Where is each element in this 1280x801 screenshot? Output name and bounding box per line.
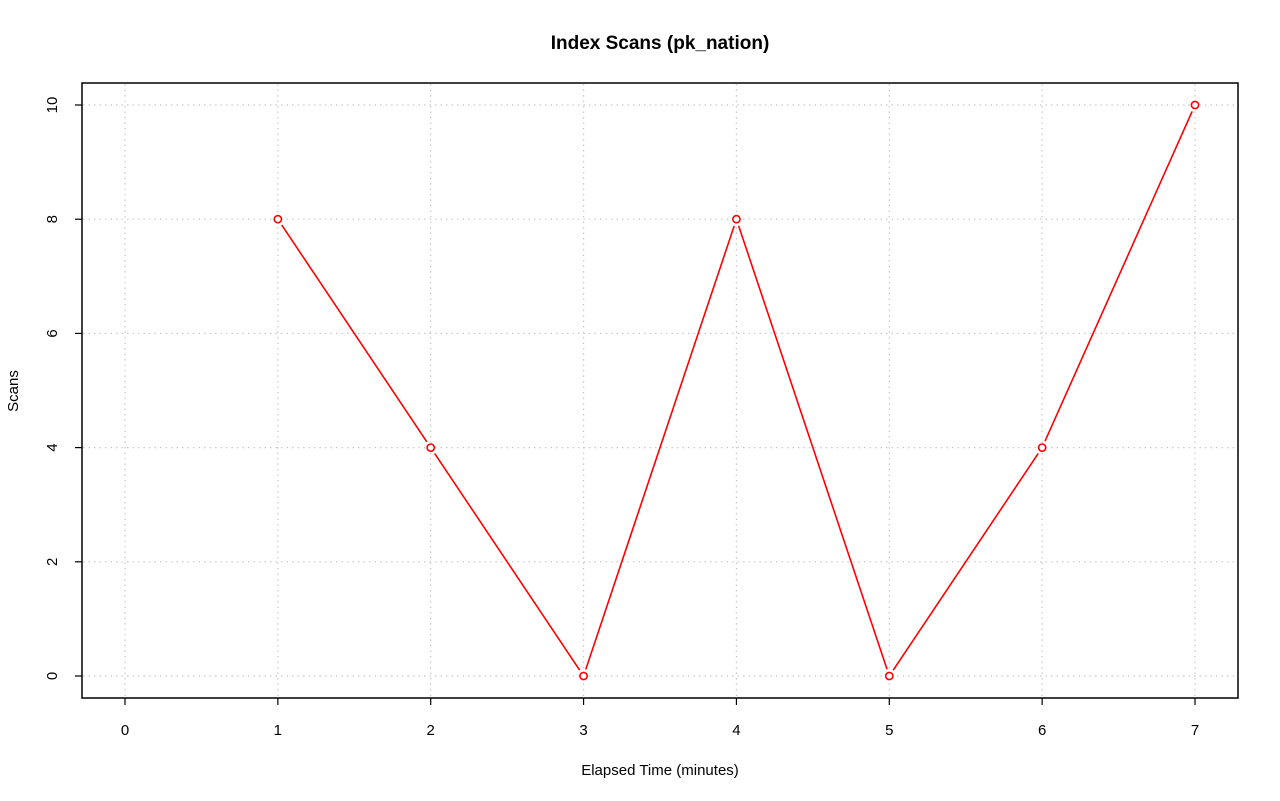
- series-layer: [273, 100, 1200, 681]
- y-tick-label: 2: [44, 558, 61, 566]
- x-tick-label: 5: [885, 722, 893, 739]
- data-point: [426, 443, 436, 452]
- y-axis-label: Scans: [5, 370, 22, 412]
- series-line-segment: [892, 452, 1039, 671]
- series-line-segment: [281, 224, 428, 443]
- data-point: [273, 214, 283, 224]
- series-line-segment: [433, 452, 581, 671]
- x-tick-label: 1: [274, 722, 282, 739]
- x-tick-label: 6: [1038, 722, 1046, 739]
- x-tick-label: 2: [427, 722, 435, 739]
- grid: [83, 84, 1237, 697]
- data-point: [1190, 100, 1200, 110]
- data-point: [732, 214, 741, 224]
- x-tick-label: 7: [1191, 722, 1199, 739]
- x-axis: 0 1 2 3 4 5 6 7: [121, 698, 1199, 739]
- y-tick-label: 0: [44, 672, 61, 680]
- x-tick-label: 3: [579, 722, 587, 739]
- y-tick-label: 6: [44, 329, 61, 337]
- x-tick-label: 0: [121, 722, 129, 739]
- series-line-segment: [585, 225, 735, 670]
- data-point: [579, 671, 588, 681]
- y-axis: 0 2 4 6 8 10: [44, 97, 82, 680]
- series-1: [273, 100, 1200, 681]
- x-tick-label: 4: [732, 722, 740, 739]
- plot-area-border: [81, 82, 1239, 699]
- x-axis-label: Elapsed Time (minutes): [581, 762, 739, 779]
- y-tick-label: 4: [44, 443, 61, 451]
- data-point: [1037, 443, 1047, 452]
- series-line-segment: [1044, 111, 1193, 442]
- chart-title: Index Scans (pk_nation): [551, 33, 770, 54]
- data-point: [884, 671, 894, 681]
- y-tick-label: 10: [44, 97, 61, 114]
- series-line-segment: [737, 225, 888, 670]
- y-tick-label: 8: [44, 215, 61, 223]
